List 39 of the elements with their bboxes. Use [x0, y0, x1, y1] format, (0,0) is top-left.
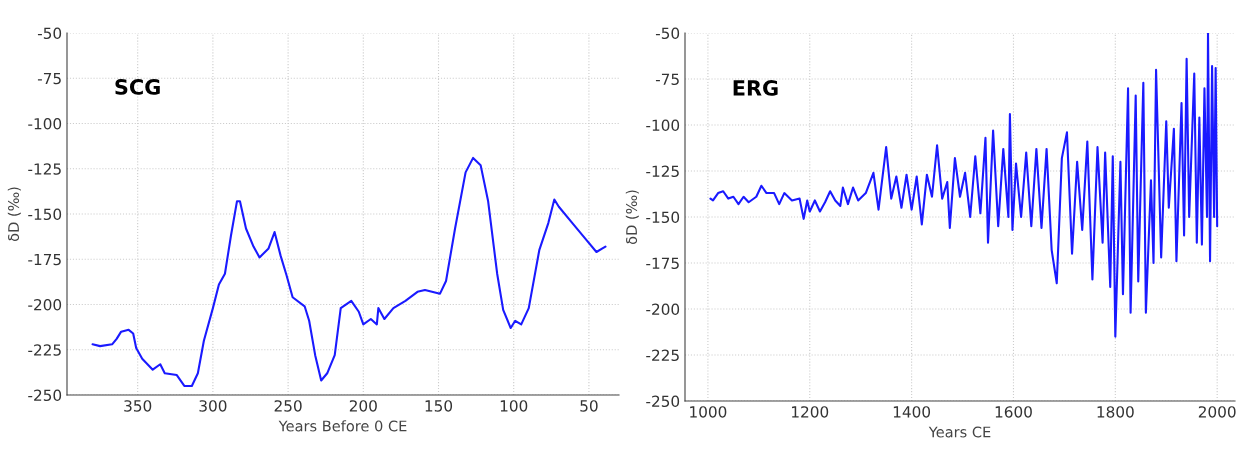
- y-tick-label: -200: [646, 303, 680, 316]
- x-tick-label: 2000: [1198, 406, 1236, 418]
- x-tick-label: 100: [500, 400, 528, 412]
- y-tick-label: -175: [28, 253, 61, 266]
- y-tick-label: -150: [646, 211, 680, 224]
- y-tick-label: -100: [28, 117, 62, 130]
- x-axis-title: Years CE: [928, 426, 991, 438]
- x-tick-label: 300: [199, 400, 227, 412]
- x-tick-label: 200: [349, 400, 377, 412]
- y-tick-label: -125: [28, 163, 61, 175]
- line-series: [709, 33, 1219, 338]
- x-tick-label: 1200: [792, 406, 829, 418]
- y-tick-label: -50: [655, 27, 680, 40]
- y-tick-label: -100: [646, 119, 680, 132]
- y-tick-label: -75: [655, 73, 679, 86]
- x-tick-label: 350: [124, 400, 152, 412]
- y-tick-label: -75: [37, 72, 61, 85]
- x-tick-label: 50: [580, 400, 598, 412]
- y-tick-label: -150: [28, 208, 62, 221]
- x-tick-label: 1000: [690, 406, 727, 418]
- y-tick-label: -225: [646, 349, 679, 362]
- x-tick-label: 1400: [893, 406, 931, 418]
- y-axis-title: δD (‰): [7, 187, 21, 242]
- y-tick-label: -50: [37, 27, 62, 40]
- y-tick-label: -250: [646, 395, 680, 408]
- annotation: ERG: [733, 80, 778, 96]
- y-tick-label: -175: [646, 257, 679, 270]
- y-tick-label: -125: [646, 165, 679, 178]
- line-series: [91, 156, 607, 387]
- x-tick-label: 150: [425, 400, 453, 412]
- y-tick-label: -250: [28, 389, 62, 402]
- y-tick-label: -225: [28, 344, 61, 356]
- y-tick-label: -200: [28, 298, 62, 311]
- x-tick-label: 1600: [995, 406, 1032, 418]
- x-tick-label: 250: [274, 400, 302, 412]
- x-tick-label: 1800: [1097, 406, 1134, 418]
- x-axis-title: Years Before 0 CE: [278, 420, 407, 432]
- annotation: SCG: [115, 79, 160, 95]
- y-axis-title: δD (‰): [625, 190, 639, 245]
